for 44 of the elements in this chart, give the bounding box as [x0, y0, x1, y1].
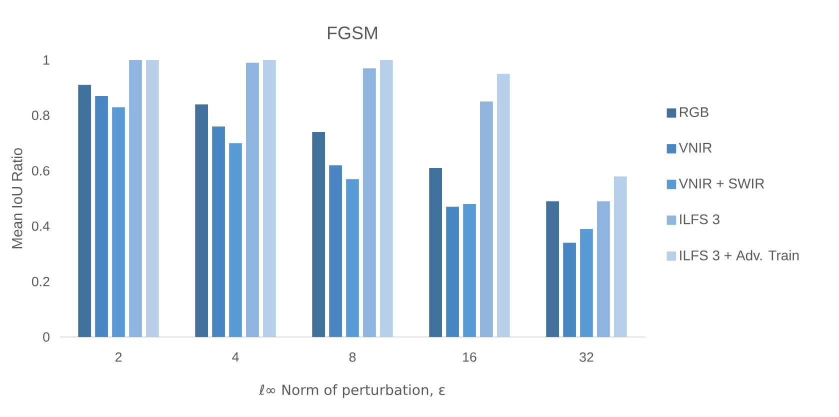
bar [380, 60, 393, 337]
bar [496, 74, 510, 337]
bar [480, 102, 493, 337]
x-tick-label: 8 [349, 352, 356, 362]
x-tick-label: 32 [580, 352, 594, 362]
legend-label: ILFS 3 + Adv. Train [680, 250, 799, 260]
y-tick-label: 1 [44, 55, 50, 65]
y-tick-label: 0.2 [32, 276, 50, 286]
bar [363, 68, 376, 337]
y-tick-label: 0.8 [32, 110, 50, 120]
bar [463, 204, 476, 337]
legend-label: ILFS 3 [680, 214, 720, 224]
x-tick-label: 4 [232, 352, 239, 362]
bar [246, 62, 259, 337]
bar [563, 242, 576, 337]
bar [146, 60, 159, 337]
legend-label: VNIR [678, 142, 712, 153]
bar [429, 168, 442, 337]
legend-label: RGB [680, 107, 708, 118]
y-tick-label: 0.4 [32, 221, 50, 231]
bar [312, 132, 326, 337]
bar [195, 104, 208, 337]
y-tick-label: 0 [43, 332, 50, 342]
bar [329, 165, 342, 337]
bar [112, 107, 125, 337]
legend-label: VNIR + SWIR [678, 178, 764, 188]
bar [229, 143, 242, 337]
x-tick-label: 2 [115, 352, 122, 362]
bar [95, 96, 108, 337]
x-axis-title: ℓ∞ Norm of perturbation, ε [259, 384, 445, 398]
bar [546, 201, 559, 337]
bar [212, 126, 225, 337]
y-tick-label: 0.6 [32, 166, 50, 176]
bar [346, 179, 359, 337]
bar [597, 201, 610, 337]
bar [262, 60, 276, 337]
y-axis-title: Mean IoU Ratio [12, 148, 22, 248]
bar [614, 176, 627, 337]
bar [129, 60, 142, 337]
bar [446, 206, 459, 337]
x-tick-label: 16 [463, 352, 476, 362]
bar [78, 84, 92, 337]
bar [580, 228, 593, 337]
chart-title: FGSM [328, 26, 378, 40]
